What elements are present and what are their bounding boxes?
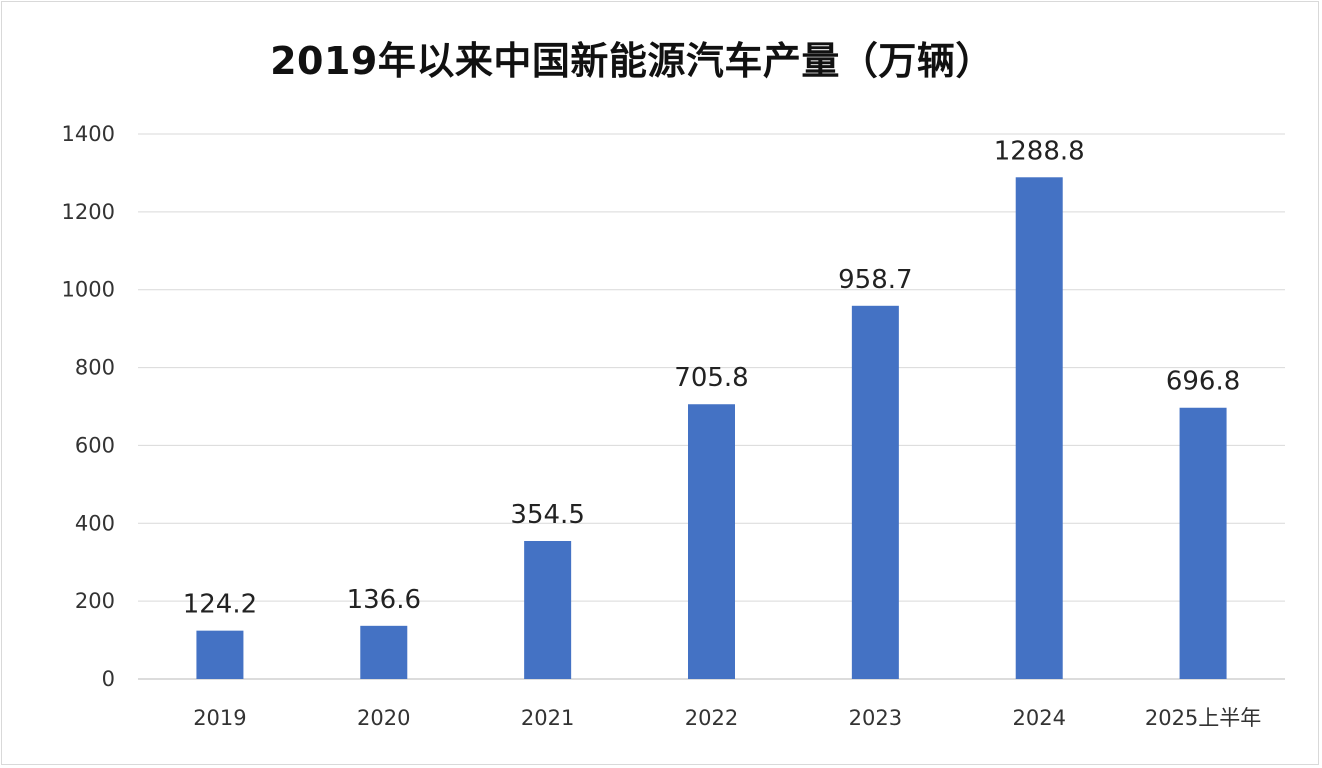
- chart-title: 2019年以来中国新能源汽车产量（万辆）: [270, 39, 994, 83]
- x-tick-label: 2020: [357, 706, 410, 730]
- y-tick-label: 600: [75, 433, 115, 457]
- y-tick-label: 0: [102, 667, 115, 691]
- data-label: 124.2: [183, 590, 257, 620]
- x-tick-label: 2024: [1012, 706, 1065, 730]
- bar-2024: [1015, 177, 1063, 679]
- y-tick-label: 400: [75, 511, 115, 535]
- x-tick-label: 2021: [521, 706, 574, 730]
- bar-2021: [524, 540, 572, 679]
- x-tick-label: 2025上半年: [1145, 706, 1261, 730]
- bars: [196, 177, 1227, 679]
- y-tick-label: 1200: [62, 200, 115, 224]
- y-tick-label: 1400: [62, 122, 115, 146]
- bar-2020: [360, 625, 408, 679]
- y-axis-ticks: 0 200 400 600 800 1000 1200 1400: [62, 122, 115, 691]
- y-tick-label: 200: [75, 589, 115, 613]
- bar-2022: [688, 404, 735, 679]
- data-label: 354.5: [510, 500, 584, 530]
- data-label: 705.8: [674, 363, 748, 393]
- bar-2023: [851, 305, 899, 679]
- x-tick-label: 2023: [849, 706, 902, 730]
- data-label: 136.6: [347, 585, 421, 615]
- data-label: 1288.8: [994, 136, 1085, 166]
- data-labels: 124.2 136.6 354.5 705.8 958.7 1288.8 696.8: [183, 136, 1241, 619]
- bar-2025上半年: [1179, 407, 1227, 679]
- y-tick-label: 800: [75, 356, 115, 380]
- x-tick-label: 2022: [685, 706, 738, 730]
- bar-2019: [196, 630, 244, 679]
- data-label: 696.8: [1166, 367, 1240, 397]
- data-label: 958.7: [838, 265, 912, 295]
- x-tick-label: 2019: [193, 706, 246, 730]
- y-tick-label: 1000: [62, 278, 115, 302]
- x-axis-ticks: 2019 2020 2021 2022 2023 2024 2025上半年: [193, 706, 1261, 730]
